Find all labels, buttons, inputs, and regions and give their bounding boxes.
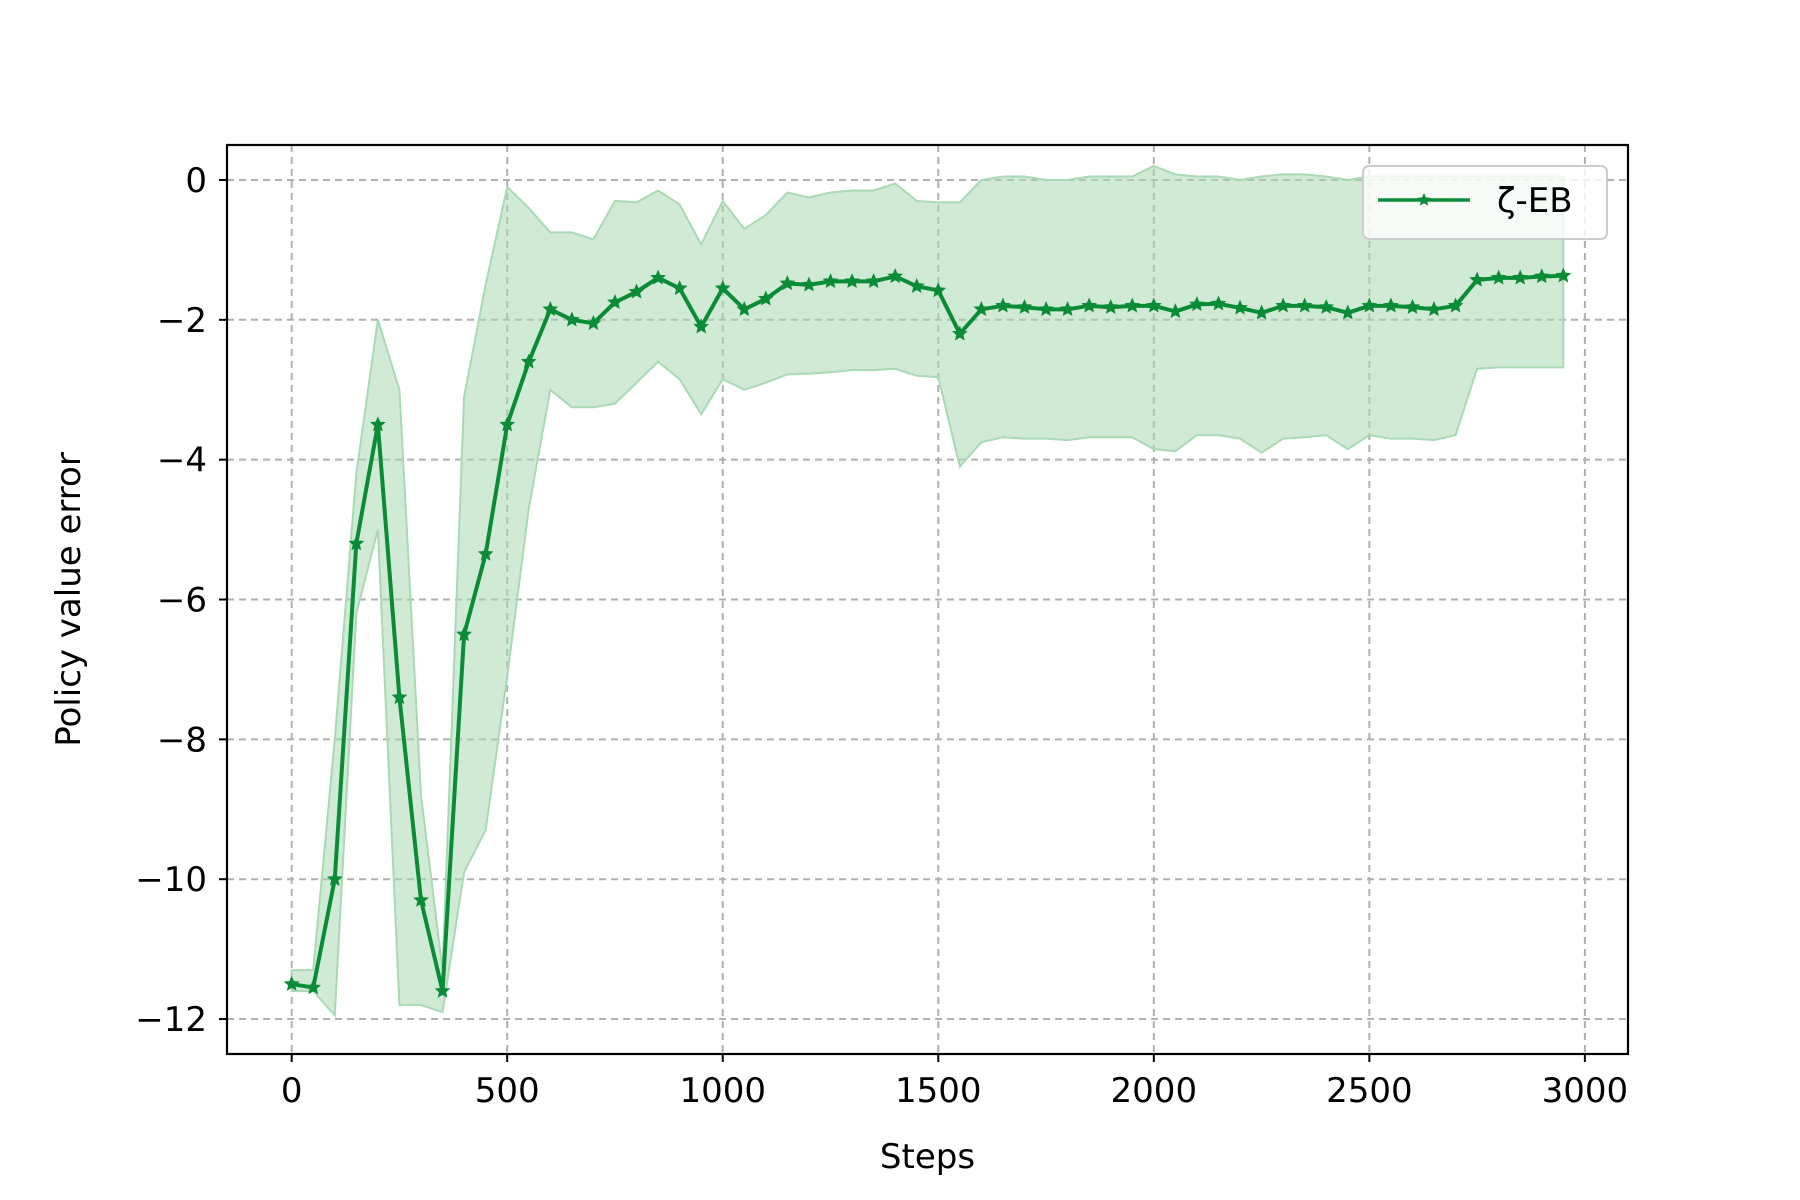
data-point [1038, 301, 1054, 317]
data-point [1275, 297, 1292, 313]
x-axis-label: Steps [880, 1137, 975, 1177]
data-point [348, 535, 365, 551]
data-point [499, 416, 516, 432]
x-tick-label: 500 [475, 1071, 540, 1111]
data-point [1102, 298, 1119, 314]
data-point [413, 891, 429, 907]
data-point [779, 275, 796, 291]
data-point [520, 353, 537, 369]
data-point [1490, 269, 1507, 285]
data-point [1447, 297, 1464, 313]
data-point [456, 626, 472, 642]
data-point [714, 280, 731, 296]
data-point [1167, 303, 1184, 319]
x-tick-label: 2500 [1326, 1071, 1413, 1111]
confidence-band-layer [290, 164, 1565, 1019]
data-point [1555, 267, 1572, 283]
data-point [542, 301, 559, 317]
y-axis-ticks: 0 −2 −4 −6 −8 −10 −12 [135, 161, 227, 1040]
data-point [563, 311, 580, 327]
data-point [693, 318, 710, 334]
data-point [822, 273, 839, 289]
data-point [370, 416, 386, 432]
x-axis-ticks: 0 500 1000 1500 2000 2500 3000 [281, 1054, 1628, 1111]
data-point [1383, 297, 1399, 313]
legend-label: ζ-EB [1497, 181, 1573, 221]
y-axis-label: Policy value error [49, 452, 89, 747]
data-point [1361, 297, 1378, 313]
legend-box [1362, 165, 1608, 240]
data-point [305, 979, 322, 995]
data-point [650, 269, 666, 285]
data-point [757, 290, 774, 306]
x-tick-label: 0 [281, 1071, 303, 1111]
data-point [973, 301, 990, 317]
confidence-band [290, 164, 1565, 1019]
data-point [1232, 299, 1248, 315]
data-point [1339, 304, 1356, 320]
x-tick-label: 1500 [895, 1071, 982, 1111]
y-tick-label: −8 [157, 720, 207, 760]
y-tick-label: −4 [157, 441, 207, 481]
data-point [1426, 301, 1442, 317]
data-point [1253, 304, 1270, 320]
legend-swatch-marker [1417, 193, 1431, 206]
data-point [1296, 297, 1313, 313]
data-point [995, 297, 1011, 313]
data-point [930, 282, 947, 298]
data-point [1318, 298, 1335, 314]
data-point [391, 689, 408, 705]
data-point [1404, 298, 1421, 314]
data-point [283, 975, 300, 991]
data-point [1124, 297, 1141, 313]
data-point [1145, 297, 1162, 313]
data-point [628, 283, 645, 299]
data-point [1512, 269, 1529, 285]
y-tick-label: −2 [157, 301, 207, 341]
data-point [1189, 296, 1205, 312]
y-tick-label: −12 [135, 1000, 207, 1040]
series-marker-layer [283, 267, 1572, 998]
data-point [908, 277, 925, 293]
data-point [736, 301, 753, 317]
data-point [477, 545, 494, 561]
data-point [865, 273, 882, 289]
data-point [1016, 298, 1033, 314]
y-tick-label: −6 [157, 581, 207, 621]
data-point [844, 273, 860, 289]
data-point [1059, 301, 1076, 317]
data-point [585, 315, 602, 331]
data-point [671, 280, 688, 296]
data-point [801, 276, 817, 292]
data-point [1081, 297, 1098, 313]
x-tick-label: 3000 [1542, 1071, 1629, 1111]
data-point [1210, 295, 1227, 311]
data-point [1469, 271, 1485, 287]
data-point [326, 870, 343, 886]
x-tick-label: 2000 [1111, 1071, 1198, 1111]
legend: ζ-EB [1362, 165, 1608, 240]
data-point [951, 325, 968, 341]
data-point [607, 294, 623, 310]
data-point [1533, 268, 1550, 284]
data-point [434, 982, 451, 998]
y-tick-label: −10 [135, 860, 207, 900]
y-tick-label: 0 [185, 161, 207, 201]
data-point [887, 268, 904, 284]
x-tick-label: 1000 [679, 1071, 766, 1111]
